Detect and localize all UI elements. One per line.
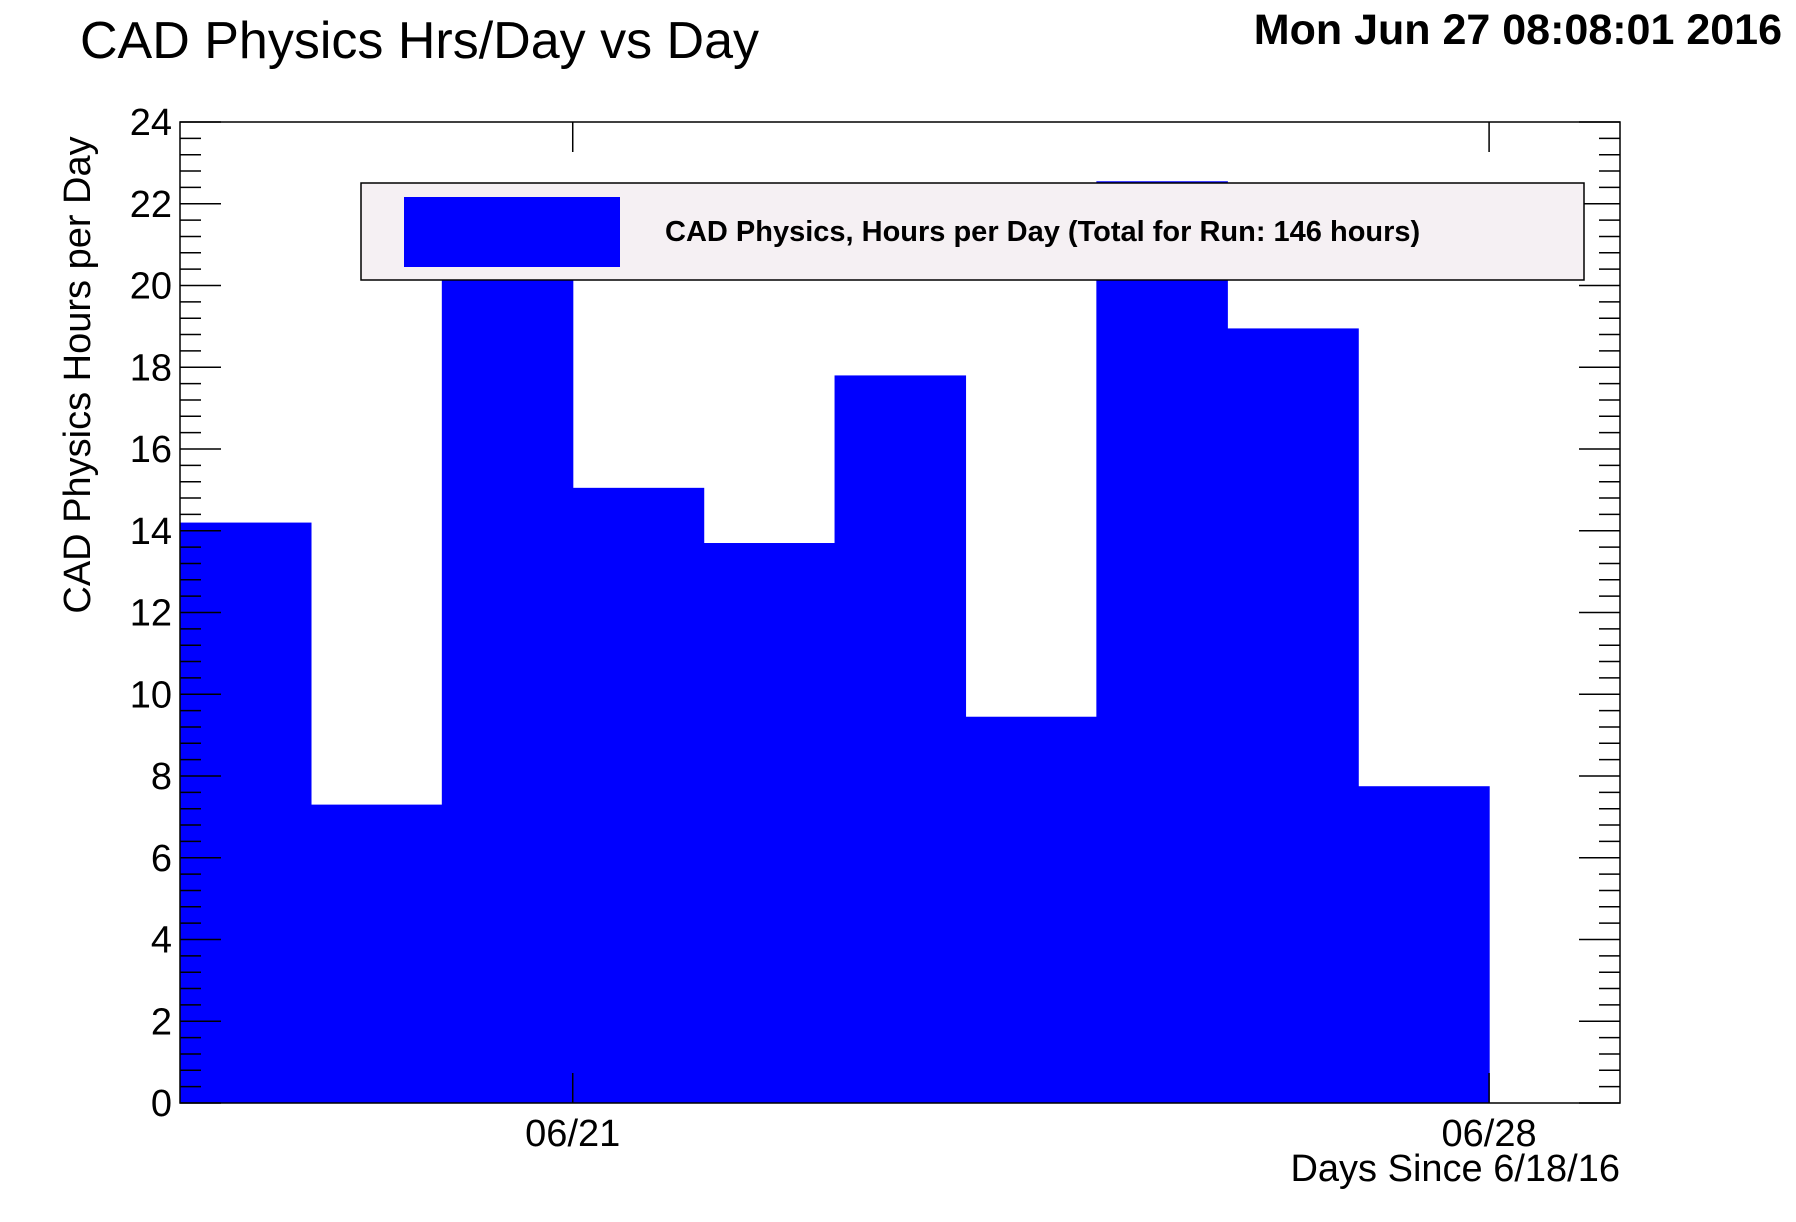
y-tick-label: 12: [130, 593, 172, 635]
plot-frame: [179, 121, 1621, 1104]
y-axis-label: CAD Physics Hours per Day: [57, 136, 99, 613]
bar-2: [310, 804, 443, 1103]
bar-8: [1096, 181, 1228, 1104]
y-tick-label: 8: [151, 756, 172, 798]
bar-7: [965, 716, 1097, 1103]
bar-1: [180, 522, 312, 1103]
y-tick-label: 4: [151, 920, 172, 962]
bar-4: [572, 487, 705, 1103]
chart-title: CAD Physics Hrs/Day vs Day: [80, 12, 759, 70]
y-tick-label: 20: [130, 266, 172, 308]
y-tick-label: 10: [130, 674, 172, 716]
y-tick-label: 6: [151, 838, 172, 880]
y-tick-label: 14: [130, 511, 172, 553]
legend-swatch: [404, 197, 620, 267]
timestamp: Mon Jun 27 08:08:01 2016: [1254, 6, 1782, 54]
y-tick-label: 22: [130, 184, 172, 226]
bar-10: [1358, 786, 1490, 1103]
x-tick-labels: 06/21 06/28: [525, 1113, 1536, 1155]
y-tick-label: 18: [130, 347, 172, 389]
y-tick-label: 24: [130, 102, 172, 144]
y-tick-label: 16: [130, 429, 172, 471]
legend-label: CAD Physics, Hours per Day (Total for Ru…: [665, 216, 1420, 248]
bar-9: [1227, 328, 1359, 1103]
bar-5: [703, 543, 836, 1103]
axis-ticks: [180, 121, 1620, 1104]
histogram-bars: [180, 181, 1490, 1104]
bar-6: [834, 375, 967, 1103]
legend: CAD Physics, Hours per Day (Total for Ru…: [360, 182, 1585, 281]
x-tick-label: 06/28: [1442, 1113, 1537, 1155]
bar-3: [441, 224, 574, 1103]
x-axis-label: Days Since 6/18/16: [1290, 1148, 1620, 1190]
x-tick-label: 06/21: [525, 1113, 620, 1155]
y-tick-label: 2: [151, 1001, 172, 1043]
y-tick-label: 0: [151, 1083, 172, 1125]
